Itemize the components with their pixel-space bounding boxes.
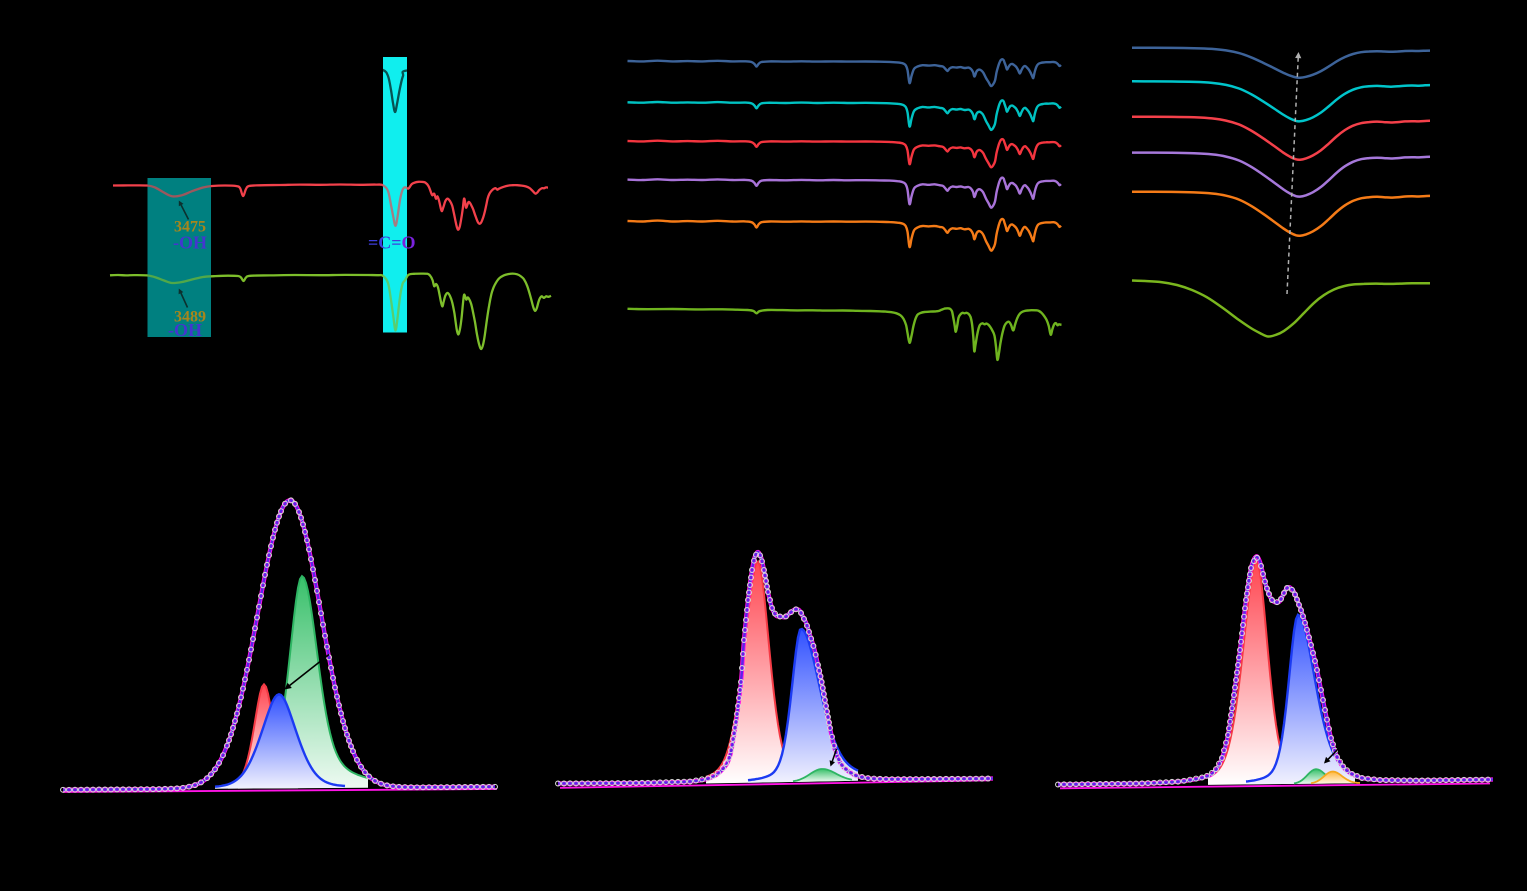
svg-text:3489: 3489 bbox=[174, 309, 206, 326]
svg-text:-OH: -OH bbox=[173, 233, 207, 253]
svg-text:=C=O: =C=O bbox=[368, 233, 416, 253]
svg-text:-OH: -OH bbox=[168, 320, 202, 340]
svg-text:3475: 3475 bbox=[174, 219, 206, 236]
